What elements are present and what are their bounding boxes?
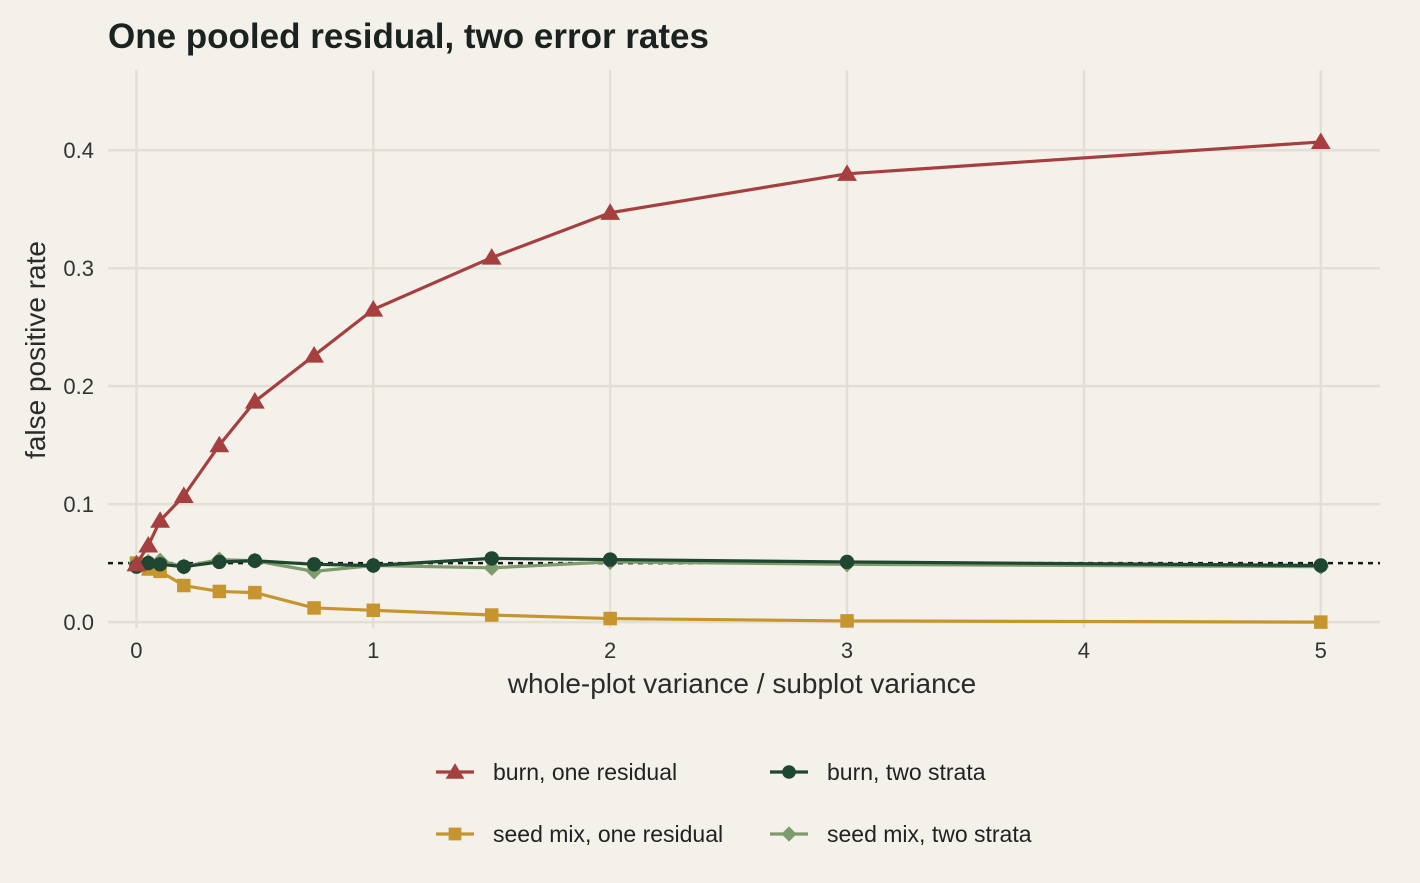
data-point	[126, 554, 147, 572]
data-point	[176, 559, 191, 574]
x-tick-label: 1	[367, 638, 379, 663]
data-point	[483, 559, 500, 576]
data-point	[248, 585, 262, 600]
data-point	[304, 346, 325, 363]
data-point	[244, 392, 265, 409]
data-point	[839, 554, 855, 570]
legend-item: seed mix, two strata	[770, 821, 1032, 847]
data-point	[484, 551, 499, 566]
data-point	[837, 164, 857, 181]
legend-label: seed mix, one residual	[493, 821, 723, 847]
y-axis-label: false positive rate	[20, 241, 51, 459]
data-point	[173, 486, 194, 503]
y-axis-ticks: 0.0 0.1 0.2 0.3 0.4	[63, 138, 94, 635]
data-point	[1310, 132, 1331, 150]
data-point	[366, 603, 381, 618]
data-point	[600, 203, 621, 220]
legend-marker	[781, 826, 797, 842]
x-axis-label: whole-plot variance / subplot variance	[507, 668, 976, 699]
data-point	[484, 608, 499, 622]
series-group	[126, 132, 1331, 629]
legend-item: burn, one residual	[436, 759, 677, 785]
legend-marker	[445, 763, 465, 779]
y-tick-label: 0.2	[63, 374, 94, 399]
data-point	[481, 248, 502, 265]
data-point	[602, 552, 618, 567]
legend-item: burn, two strata	[770, 759, 986, 785]
data-point	[150, 511, 171, 528]
data-point	[307, 601, 321, 615]
legend-item: seed mix, one residual	[436, 821, 723, 847]
legend-marker	[448, 827, 462, 841]
data-point	[247, 553, 263, 568]
data-point	[1314, 615, 1328, 629]
data-point	[366, 558, 381, 573]
data-point	[212, 584, 227, 599]
data-point	[363, 300, 384, 317]
legend: burn, one residual burn, two strata seed m…	[436, 759, 1032, 847]
data-point	[840, 614, 854, 628]
data-point	[141, 555, 156, 571]
chart-title: One pooled residual, two error rates	[108, 17, 709, 56]
data-point	[212, 554, 227, 570]
data-point	[209, 435, 230, 453]
grid	[108, 70, 1380, 628]
data-point	[152, 557, 168, 572]
data-point	[138, 535, 159, 553]
x-axis-ticks: 0 1 2 3 4 5	[130, 638, 1327, 663]
data-point	[1313, 558, 1328, 573]
x-tick-label: 0	[130, 638, 142, 663]
data-point	[603, 611, 617, 626]
y-tick-label: 0.4	[63, 138, 94, 163]
y-tick-label: 0.3	[63, 256, 94, 281]
legend-marker	[782, 765, 796, 779]
y-tick-label: 0.1	[63, 492, 94, 517]
series-burn-one-residual	[126, 132, 1331, 572]
x-tick-label: 5	[1315, 638, 1327, 663]
data-point	[306, 557, 322, 572]
legend-label: burn, two strata	[827, 759, 986, 785]
data-point	[177, 578, 191, 593]
legend-label: seed mix, two strata	[827, 821, 1032, 847]
y-tick-label: 0.0	[63, 610, 94, 635]
x-tick-label: 4	[1078, 638, 1090, 663]
x-tick-label: 2	[604, 638, 616, 663]
x-tick-label: 3	[841, 638, 853, 663]
legend-label: burn, one residual	[493, 759, 677, 785]
